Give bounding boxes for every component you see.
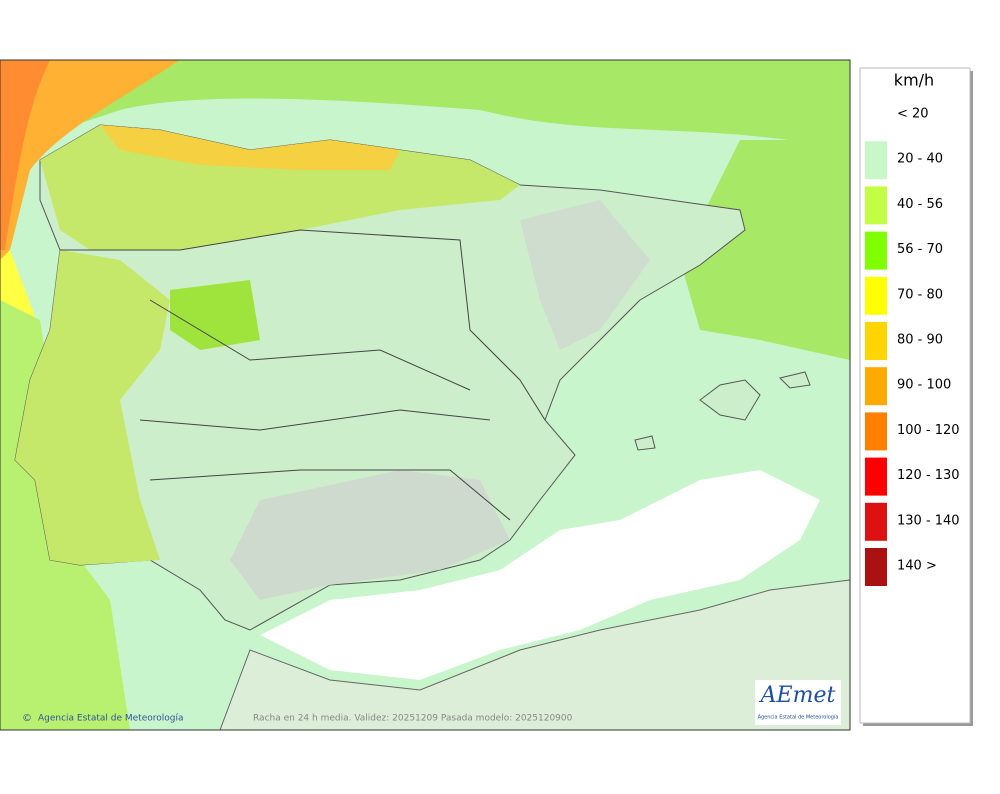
relief bbox=[520, 200, 650, 350]
map-frame bbox=[0, 59, 851, 731]
wind-band bbox=[15, 250, 170, 565]
legend-swatch bbox=[865, 141, 887, 180]
boundaries bbox=[60, 229, 546, 521]
wind-band bbox=[0, 60, 180, 260]
legend-swatch bbox=[865, 322, 887, 360]
copyright-icon: © bbox=[22, 713, 32, 724]
caption: Racha en 24 h media. Validez: 20251209 P… bbox=[253, 714, 573, 724]
legend-swatch bbox=[865, 231, 887, 270]
legend-label: 80 - 90 bbox=[897, 333, 943, 348]
relief bbox=[230, 470, 510, 600]
balearics bbox=[634, 371, 811, 451]
legend-label: 100 - 120 bbox=[897, 423, 960, 438]
calm-area bbox=[260, 470, 820, 680]
legend-label: 130 - 140 bbox=[897, 513, 960, 528]
wind-band bbox=[170, 280, 260, 350]
legend-label: 70 - 80 bbox=[897, 287, 943, 302]
legend-label: 90 - 100 bbox=[897, 378, 951, 393]
legend: km/h < 20 20 - 40 40 - 56 56 - 70 70 - 80 80 … bbox=[859, 67, 973, 726]
legend-title: km/h bbox=[894, 71, 934, 90]
logo-box bbox=[755, 680, 841, 725]
legend-swatch bbox=[865, 276, 887, 315]
logo-subtitle: Agencia Estatal de Meteorología bbox=[758, 714, 839, 721]
legend-swatch bbox=[865, 367, 887, 406]
credit: Agencia Estatal de Meteorología bbox=[38, 714, 184, 724]
legend-label: 140 > bbox=[897, 559, 937, 574]
legend-swatch bbox=[865, 457, 887, 496]
legend-swatch bbox=[865, 502, 887, 541]
legend-swatch bbox=[865, 548, 887, 586]
wind-band bbox=[0, 60, 850, 150]
legend-swatch bbox=[865, 412, 887, 451]
logo: AEmet bbox=[759, 683, 836, 708]
legend-label: 40 - 56 bbox=[897, 197, 943, 212]
legend-swatch bbox=[865, 186, 887, 225]
wind-band bbox=[680, 140, 850, 360]
wind-band bbox=[0, 60, 50, 250]
legend-label: < 20 bbox=[897, 107, 929, 122]
legend-label: 120 - 130 bbox=[897, 468, 960, 483]
map: © Agencia Estatal de Meteorología Racha … bbox=[0, 59, 851, 731]
legend-label: 56 - 70 bbox=[897, 242, 943, 257]
wind-band bbox=[100, 125, 400, 170]
legend-label: 20 - 40 bbox=[897, 152, 943, 167]
